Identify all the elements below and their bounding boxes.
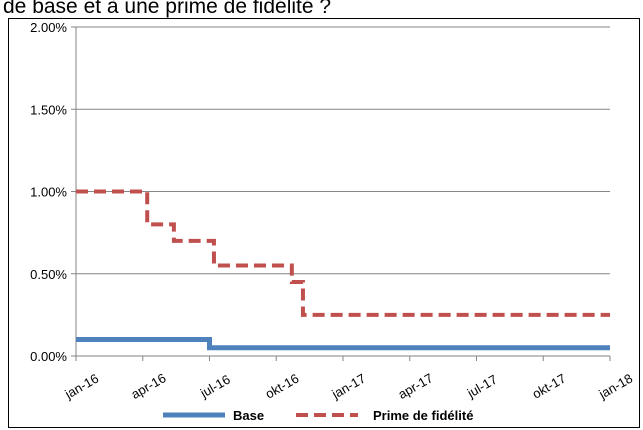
gridlines [75, 26, 610, 357]
series-line-prime [76, 189, 610, 317]
legend: Base Prime de fidélité [163, 408, 473, 423]
series-group [76, 189, 610, 351]
y-tick-label: 1.00% [30, 185, 67, 200]
caption-fragment: de base et à une prime de fidélité ? [3, 0, 331, 18]
y-axis-ticks: 0.00% 0.50% 1.00% 1.50% 2.00% [30, 20, 76, 364]
legend-label: Prime de fidélité [373, 408, 473, 423]
series-line-base [76, 337, 610, 351]
legend-label: Base [233, 408, 264, 423]
y-tick-label: 1.50% [30, 102, 67, 117]
y-tick-label: 2.00% [30, 20, 67, 35]
y-tick-label: 0.50% [30, 267, 67, 282]
chart-border [8, 18, 640, 428]
y-tick-label: 0.00% [30, 349, 67, 364]
